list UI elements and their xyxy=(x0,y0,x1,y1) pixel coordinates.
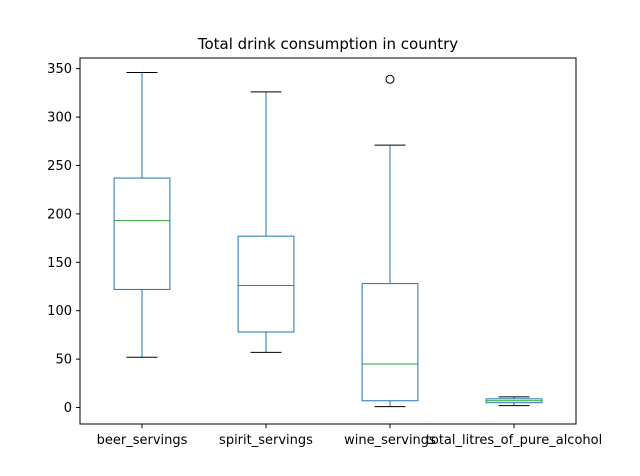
y-tick-label: 0 xyxy=(64,401,72,416)
x-tick-label: total_litres_of_pure_alcohol xyxy=(426,433,602,448)
plot-area xyxy=(79,57,577,425)
box-spirit_servings xyxy=(237,91,295,353)
x-tick-label: beer_servings xyxy=(97,433,188,448)
y-tick-label: 150 xyxy=(47,256,72,271)
y-tick-label: 200 xyxy=(47,207,72,222)
iqr-box xyxy=(361,283,419,402)
y-axis: 0 50 100 150 200 250 300 350 xyxy=(47,62,80,416)
y-tick-label: 350 xyxy=(47,62,72,77)
y-tick-label: 100 xyxy=(47,304,72,319)
iqr-box xyxy=(113,177,171,290)
box-wine_servings xyxy=(361,74,419,408)
iqr-box xyxy=(237,235,295,333)
box-beer_servings xyxy=(113,72,171,358)
box-total_litres_of_pure_alcohol xyxy=(485,396,543,407)
x-axis: beer_servings spirit_servings wine_serving… xyxy=(97,424,602,448)
outlier-point xyxy=(385,74,395,84)
y-tick-label: 250 xyxy=(47,159,72,174)
chart-title: Total drink consumption in country xyxy=(197,35,458,53)
y-tick-label: 50 xyxy=(55,353,72,368)
plot-frame xyxy=(79,57,577,425)
x-tick-label: spirit_servings xyxy=(219,433,313,448)
x-tick-label: wine_servings xyxy=(344,433,436,448)
y-tick-label: 300 xyxy=(47,111,72,126)
